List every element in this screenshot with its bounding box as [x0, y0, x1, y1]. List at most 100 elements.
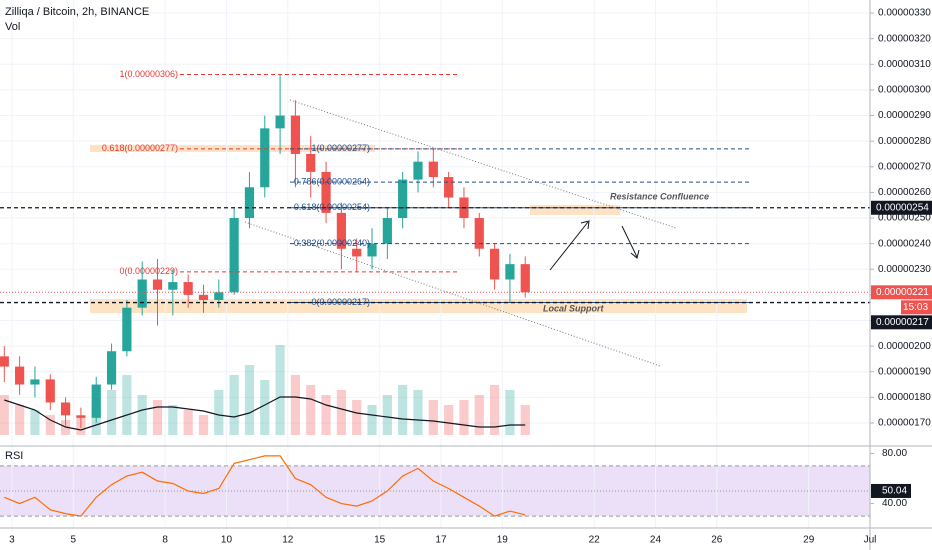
x-tick-label: 19	[497, 535, 509, 546]
y-tick-label: 0.00000250	[878, 213, 931, 224]
volume-bar	[137, 395, 147, 435]
channel-bottom	[244, 221, 661, 367]
candle-body	[398, 179, 408, 219]
candle-body	[76, 415, 86, 418]
volume-bar	[352, 400, 362, 435]
y-tick-label: 0.00000200	[878, 341, 931, 352]
candle-body	[122, 307, 132, 352]
candle-body	[382, 218, 392, 244]
rsi-current-box	[871, 483, 911, 498]
candle-body	[152, 279, 163, 290]
fib-label: 0(0.00000217)	[311, 297, 370, 307]
price-label-box	[871, 285, 932, 300]
volume-bar	[413, 390, 423, 435]
x-tick-label: 17	[435, 535, 447, 546]
arrow-down-head	[630, 249, 640, 259]
volume-bar	[321, 395, 331, 435]
y-tick-label: 0.00000270	[878, 161, 931, 172]
candle-body	[214, 292, 224, 300]
x-tick-label: 26	[711, 535, 723, 546]
volume-bar	[290, 375, 301, 435]
volume-bar	[15, 405, 25, 435]
arrow-up	[549, 221, 589, 271]
volume-bar	[505, 390, 515, 435]
volume-bar	[152, 400, 163, 435]
volume-label: Vol	[5, 21, 20, 33]
y-tick-label: 0.00000330	[878, 8, 931, 19]
volume-bar	[306, 385, 316, 435]
candle-body	[275, 115, 285, 129]
candle-body	[15, 366, 25, 385]
volume-bar	[0, 395, 9, 435]
volume-bar	[398, 385, 408, 435]
candle-body	[413, 161, 423, 180]
candle-body	[490, 248, 500, 280]
x-tick-label: 22	[589, 535, 601, 546]
y-tick-label: 0.00000310	[878, 59, 931, 70]
price-label: 0.00000254	[876, 202, 929, 213]
y-tick-label: 0.00000180	[878, 392, 931, 403]
countdown-box	[901, 300, 932, 315]
volume-bar	[490, 385, 500, 435]
volume-bar	[198, 415, 209, 435]
volume-ma	[4, 396, 526, 431]
x-tick-label: 10	[221, 535, 233, 546]
x-tick-label: 12	[282, 535, 294, 546]
candle-body	[352, 248, 362, 257]
volume-bar	[520, 405, 530, 435]
price-label-box	[871, 200, 932, 215]
fib-label: 0.786(0.00000264)	[294, 177, 370, 187]
volume-bar	[474, 395, 484, 435]
x-tick-label: 3	[9, 535, 15, 546]
countdown: 15:03	[903, 302, 928, 313]
candle-body	[0, 356, 9, 367]
x-tick-label: 5	[70, 535, 76, 546]
fib-label: 0(0.00000229)	[119, 266, 178, 276]
price-label: 0.00000221	[876, 287, 929, 298]
y-tick-label: 0.00000300	[878, 85, 931, 96]
candle-body	[260, 128, 270, 188]
volume-bar	[214, 390, 224, 435]
rsi-tick-label: 80.00	[882, 448, 907, 459]
candle-body	[183, 282, 193, 295]
candle-body	[30, 379, 40, 385]
x-tick-label: Jul	[864, 535, 877, 546]
y-tick-label: 0.00000290	[878, 110, 931, 121]
candle-body	[336, 212, 346, 249]
candle-body	[520, 264, 530, 293]
candle-body	[60, 402, 71, 416]
candle-body	[244, 187, 255, 219]
volume-bar	[260, 380, 270, 435]
volume-bar	[367, 405, 377, 435]
volume-bar	[106, 390, 117, 435]
fib-label: 0.382(0.00000240)	[294, 238, 370, 248]
rsi-label: RSI	[5, 450, 23, 462]
price-label-box	[871, 315, 932, 330]
arrow-up-head	[580, 220, 590, 230]
candle-body	[444, 177, 454, 198]
candle-body	[137, 279, 147, 308]
annotation: Local Support	[543, 303, 605, 313]
x-tick-label: 29	[803, 535, 815, 546]
x-tick-label: 24	[650, 535, 662, 546]
volume-bar	[183, 410, 193, 435]
y-tick-label: 0.00000190	[878, 366, 931, 377]
rsi-tick-label: 40.00	[882, 498, 907, 509]
y-tick-label: 0.00000170	[878, 418, 931, 429]
candle-body	[229, 218, 239, 293]
y-tick-label: 0.00000240	[878, 238, 931, 249]
candle-body	[198, 294, 209, 300]
y-tick-label: 0.00000230	[878, 264, 931, 275]
price-label: 0.00000217	[876, 317, 929, 328]
volume-bar	[30, 410, 40, 435]
candle-body	[106, 351, 117, 385]
volume-bar	[382, 395, 392, 435]
candle-body	[45, 379, 55, 403]
y-tick-label: 0.00000280	[878, 136, 931, 147]
rsi-line	[4, 455, 526, 517]
fib-label: 1(0.00000277)	[311, 143, 370, 153]
candle-body	[91, 384, 101, 418]
